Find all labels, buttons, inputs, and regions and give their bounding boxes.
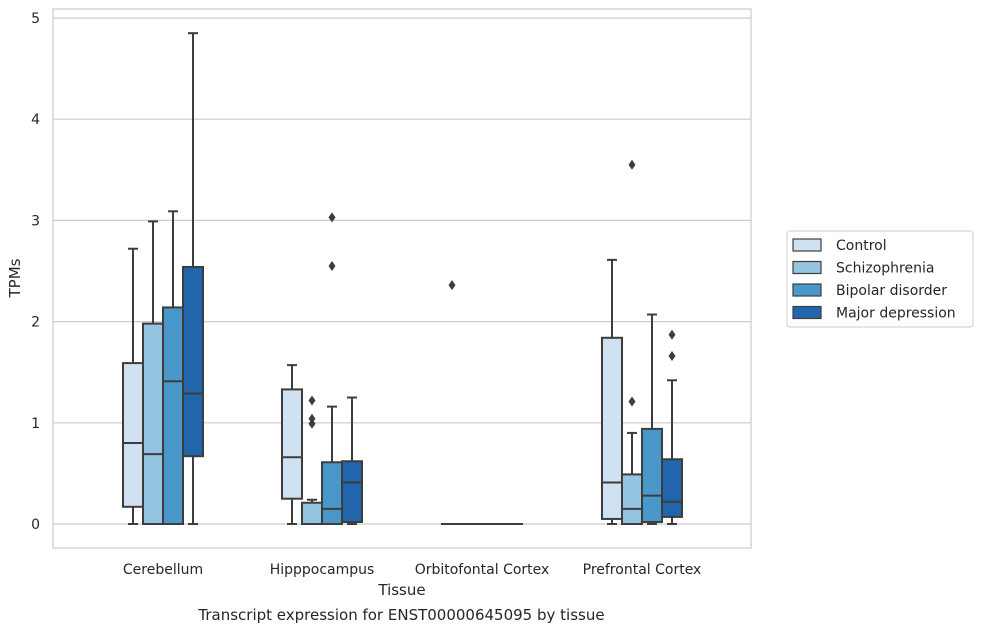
plot-frame xyxy=(52,8,752,549)
box-body xyxy=(182,265,204,458)
x-axis-label: Tissue xyxy=(377,581,425,599)
outlier-point xyxy=(628,396,636,407)
box-body xyxy=(281,388,303,500)
box-body xyxy=(341,460,363,523)
outlier-point xyxy=(328,212,336,223)
box-series xyxy=(122,32,683,526)
legend-swatch xyxy=(792,260,822,275)
legend-label: Major depression xyxy=(836,306,956,322)
box-schizophrenia xyxy=(621,159,643,525)
y-tick-label: 4 xyxy=(31,112,40,128)
box-body xyxy=(122,362,144,508)
x-tick-label: Prefrontal Cortex xyxy=(583,562,702,578)
outlier-point xyxy=(328,260,336,271)
y-tick-label: 5 xyxy=(31,11,40,27)
box-bipolar-disorder xyxy=(321,212,343,526)
x-tick-label: Orbitofontal Cortex xyxy=(415,562,550,578)
box-bipolar-disorder xyxy=(162,210,184,525)
box-schizophrenia xyxy=(142,220,164,525)
box-schizophrenia xyxy=(301,395,323,525)
legend-label: Schizophrenia xyxy=(836,261,934,277)
box-body xyxy=(641,427,663,523)
box-major-depression xyxy=(661,329,683,525)
box-body xyxy=(601,336,623,520)
box-body xyxy=(661,458,683,518)
box-body xyxy=(301,501,323,525)
box-body xyxy=(321,461,343,526)
box-body xyxy=(142,322,164,525)
y-tick-label: 2 xyxy=(31,315,40,331)
y-axis-label: TPMs xyxy=(6,258,24,298)
box-major-depression xyxy=(182,32,204,525)
legend-frame xyxy=(786,230,974,328)
outlier-point xyxy=(668,351,676,362)
box-control xyxy=(441,280,463,526)
box-major-depression xyxy=(341,396,363,525)
legend-swatch xyxy=(792,283,822,297)
legend-swatch xyxy=(792,305,822,320)
legend-label: Bipolar disorder xyxy=(836,283,947,299)
outlier-point xyxy=(308,418,316,429)
box-control xyxy=(281,364,303,525)
x-tick-label: Hipppocampus xyxy=(270,562,375,578)
y-axis-ticks: 0 1 2 3 4 5 xyxy=(31,11,40,533)
box-body xyxy=(162,306,184,525)
x-axis-ticks: Cerebellum Hipppocampus Orbitofontal Corte… xyxy=(123,562,701,578)
y-tick-label: 0 xyxy=(31,517,40,533)
x-tick-label: Cerebellum xyxy=(123,562,203,578)
outlier-point xyxy=(668,329,676,340)
outlier-point xyxy=(308,413,316,424)
legend: Control Schizophrenia Bipolar disorder Majo… xyxy=(786,230,974,328)
y-tick-label: 1 xyxy=(31,416,40,432)
box-bipolar-disorder xyxy=(641,313,663,525)
box-control xyxy=(122,247,144,525)
legend-swatch xyxy=(792,238,822,252)
outlier-point xyxy=(448,280,456,291)
box-control xyxy=(601,258,623,525)
outlier-point xyxy=(628,159,636,170)
figure-caption: Transcript expression for ENST0000064509… xyxy=(198,606,605,624)
box-body xyxy=(621,473,643,525)
legend-label: Control xyxy=(836,238,887,254)
outlier-point xyxy=(308,395,316,406)
y-tick-label: 3 xyxy=(31,213,40,229)
